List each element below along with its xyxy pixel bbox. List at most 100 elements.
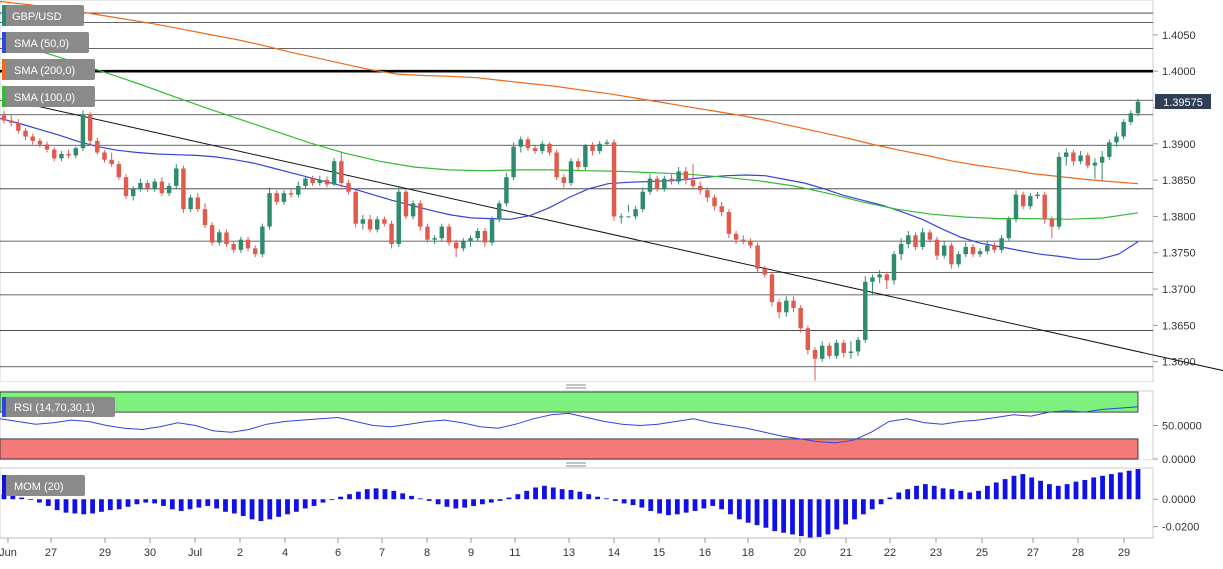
candle	[138, 178, 143, 192]
candle	[145, 180, 150, 192]
candle	[8, 114, 14, 127]
candle-body	[611, 142, 617, 217]
candle-body	[310, 178, 315, 184]
legend-sma-50[interactable]: SMA (50,0)	[2, 32, 89, 53]
candle-body	[267, 193, 272, 227]
mom-bar	[728, 499, 733, 515]
candle-body	[331, 161, 337, 185]
candle-body	[626, 216, 631, 218]
candle	[245, 236, 251, 252]
candle	[676, 167, 681, 185]
legend-gbpusd[interactable]: GBP/USD	[2, 5, 84, 26]
candle	[819, 341, 825, 362]
candle	[339, 152, 344, 188]
candle	[303, 175, 308, 189]
mom-bar	[781, 499, 787, 533]
candle-body	[1020, 194, 1026, 207]
candle-body	[73, 148, 78, 156]
candle	[252, 245, 258, 258]
candle	[1128, 110, 1134, 125]
rsi-tick-label: 0.0000	[1162, 454, 1196, 466]
mom-bar	[639, 499, 645, 508]
candle	[712, 194, 717, 211]
candle	[719, 201, 724, 217]
candle-body	[288, 193, 294, 195]
mom-bar	[19, 497, 25, 500]
mom-bar	[178, 499, 184, 511]
mom-bar	[417, 498, 423, 500]
candle	[511, 142, 516, 181]
legend-rsi[interactable]: RSI (14,70,30,1)	[2, 397, 115, 417]
time-tick-label: 7	[379, 547, 385, 559]
legend-sma-200[interactable]: SMA (200,0)	[2, 59, 95, 80]
rsi-panel: 0.0000 50.0000 RSI (14,70,30,1)	[0, 390, 1202, 466]
mom-bar	[1029, 477, 1035, 500]
candle-body	[504, 177, 509, 204]
legend-sma-100-label: SMA (100,0)	[14, 92, 75, 104]
mom-bar	[143, 499, 149, 503]
candle	[159, 177, 165, 197]
candle-body	[941, 245, 947, 256]
candle-body	[174, 168, 179, 186]
candle-body	[23, 130, 28, 137]
candle	[949, 242, 954, 269]
candle	[353, 188, 358, 228]
candle-body	[80, 114, 86, 149]
candle-body	[741, 239, 746, 242]
candle-body	[769, 274, 775, 303]
mom-bar	[444, 499, 450, 507]
candle	[798, 305, 803, 333]
mom-bar	[1038, 480, 1043, 500]
mom-bar	[1047, 484, 1052, 500]
candle-body	[970, 246, 976, 255]
candle	[755, 242, 760, 274]
mom-bar	[488, 499, 494, 503]
mom-bar	[843, 499, 849, 525]
candle-body	[260, 226, 265, 255]
time-tick-label: 27	[1027, 547, 1039, 559]
legend-mom[interactable]: MOM (20)	[2, 475, 85, 496]
mom-bars	[1, 469, 1141, 538]
candle	[410, 200, 416, 220]
legend-mom-label: MOM (20)	[14, 481, 64, 493]
splitter-2[interactable]	[0, 460, 1153, 468]
candle	[324, 176, 330, 188]
candle-body	[159, 181, 165, 194]
candle	[776, 299, 782, 319]
time-tick-label: 30	[144, 547, 156, 559]
candle-body	[705, 190, 710, 198]
candle-body	[1042, 194, 1047, 220]
candle	[360, 214, 366, 230]
mom-bar	[745, 499, 751, 523]
candle	[705, 187, 710, 202]
candle	[274, 190, 279, 205]
candle	[662, 175, 667, 192]
time-tick-label: 13	[563, 547, 575, 559]
candle-body	[181, 168, 186, 210]
candle-body	[109, 159, 114, 165]
candle-body	[453, 242, 459, 249]
legend-sma-100[interactable]: SMA (100,0)	[2, 86, 95, 107]
price-axis: 1.3600 1.3650 1.3700 1.3750 1.3800 1.3850 1.39…	[1153, 30, 1196, 369]
time-tick-label: 21	[840, 547, 852, 559]
candle	[518, 136, 523, 153]
candle-body	[425, 226, 430, 240]
mom-bar	[666, 499, 671, 516]
candle	[748, 238, 753, 249]
candle	[1049, 216, 1055, 239]
candle	[1099, 151, 1105, 182]
splitter-1[interactable]	[0, 382, 1153, 391]
mom-bar	[878, 499, 884, 505]
mom-bar	[772, 499, 778, 532]
candle	[475, 228, 480, 242]
candle	[640, 187, 645, 213]
candle	[999, 235, 1004, 253]
candle	[855, 336, 861, 356]
candle	[540, 140, 545, 154]
candle	[626, 204, 631, 218]
candle	[1, 111, 7, 124]
time-axis: Jun 27 29 30 Jul 2 4 6 7 8 9 11 13 14 15 16 18 20 21 22 23 25…	[0, 537, 1153, 559]
mom-bar	[692, 499, 698, 511]
mom-bar	[967, 492, 973, 500]
mom-bar	[506, 497, 512, 500]
